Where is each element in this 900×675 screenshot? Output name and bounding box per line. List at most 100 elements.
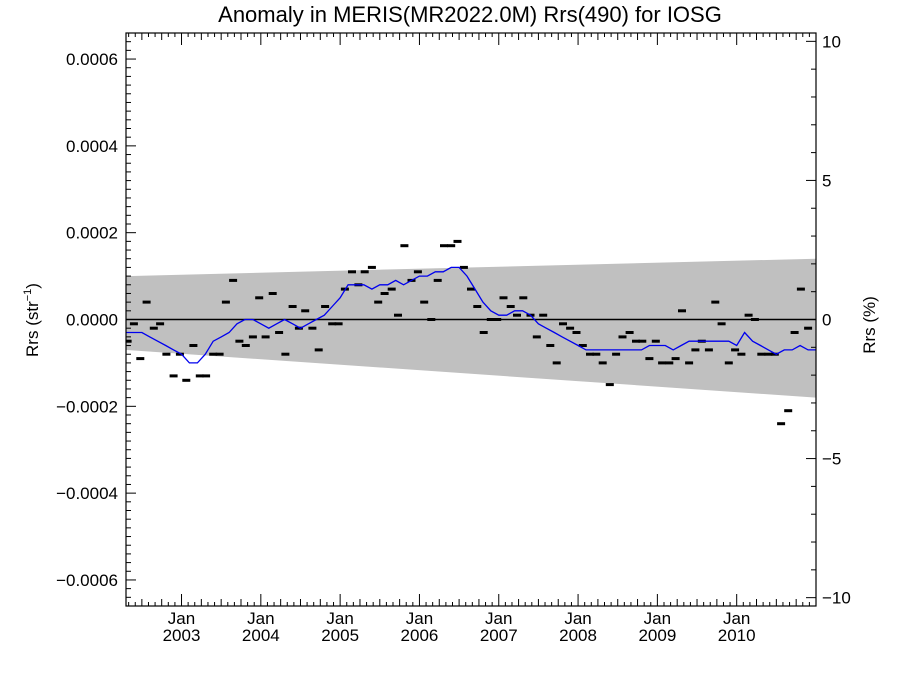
data-point <box>731 348 740 352</box>
data-point <box>770 352 779 356</box>
data-point <box>592 352 601 356</box>
data-point <box>632 339 640 343</box>
data-point <box>638 339 647 343</box>
data-point <box>473 305 482 308</box>
data-point <box>618 335 627 339</box>
right-tick-label: −5 <box>822 450 841 469</box>
data-point <box>126 339 132 343</box>
x-tick-label-year: 2008 <box>559 626 597 645</box>
data-point <box>691 348 700 352</box>
x-tick-label-month: Jan <box>247 609 274 628</box>
data-point <box>380 292 389 295</box>
data-point <box>241 344 250 347</box>
data-point <box>447 244 456 248</box>
y-axis-left-label: Rrs (str−1) <box>22 283 42 357</box>
right-tick-label: 10 <box>822 32 841 51</box>
data-point <box>334 322 343 326</box>
data-point <box>136 357 145 361</box>
data-point <box>717 322 726 326</box>
data-point <box>519 296 528 300</box>
data-point <box>248 335 257 339</box>
data-point <box>651 339 660 343</box>
x-tick-label-month: Jan <box>723 609 750 628</box>
x-tick-label-month: Jan <box>406 609 433 628</box>
data-point <box>704 348 713 352</box>
data-point <box>658 361 667 365</box>
x-tick-label-month: Jan <box>485 609 512 628</box>
data-point <box>367 265 376 269</box>
data-point <box>479 331 488 334</box>
data-point <box>221 300 230 304</box>
data-point <box>559 322 567 326</box>
x-tick-label-year: 2007 <box>480 626 518 645</box>
data-point <box>413 270 422 274</box>
data-point <box>195 374 204 378</box>
x-tick-label-month: Jan <box>326 609 353 628</box>
data-point <box>321 305 330 308</box>
x-tick-label-year: 2010 <box>718 626 756 645</box>
y-axis-right-label: Rrs (%) <box>860 296 879 354</box>
data-point <box>394 313 402 317</box>
right-tick-label: −10 <box>822 589 851 608</box>
data-point <box>156 322 165 326</box>
left-tick-label: −0.0006 <box>56 571 118 590</box>
data-point <box>301 309 310 313</box>
data-point <box>374 300 383 304</box>
data-point <box>546 344 555 347</box>
data-point <box>182 378 191 382</box>
data-point <box>169 374 178 378</box>
data-point <box>790 331 799 334</box>
data-point <box>281 352 290 356</box>
data-point <box>288 305 297 308</box>
x-tick-label-year: 2009 <box>638 626 676 645</box>
data-point <box>308 326 317 330</box>
uncertainty-band <box>126 258 816 398</box>
data-point <box>486 318 495 321</box>
data-point <box>467 287 475 291</box>
data-point <box>328 322 337 326</box>
data-point <box>678 309 686 313</box>
plot-area: 0.0006 0.0004 0.0002 0.0000 −0.0002 −0.0004 −0… <box>56 32 851 645</box>
data-point <box>777 422 786 426</box>
data-point <box>235 339 244 343</box>
data-point <box>294 326 303 330</box>
data-point <box>427 318 436 321</box>
chart-title: Anomaly in MERIS(MR2022.0M) Rrs(490) for… <box>218 2 722 27</box>
data-point <box>453 239 462 243</box>
data-point <box>499 296 508 300</box>
data-point <box>129 322 138 326</box>
data-point <box>493 318 502 321</box>
data-point <box>645 357 654 361</box>
data-point <box>433 278 442 282</box>
data-point <box>566 326 575 330</box>
data-point <box>400 244 409 248</box>
data-point <box>142 300 151 304</box>
data-point <box>744 313 753 317</box>
data-point <box>598 361 607 365</box>
data-point <box>175 352 184 356</box>
data-point <box>459 265 468 269</box>
data-point <box>314 348 323 352</box>
data-point <box>586 352 594 356</box>
data-point <box>605 383 614 387</box>
data-point <box>387 287 396 291</box>
x-tick-label-year: 2005 <box>321 626 359 645</box>
left-tick-label: 0.0002 <box>66 224 118 243</box>
data-point <box>612 352 621 356</box>
data-point <box>215 352 224 356</box>
x-tick-label-year: 2003 <box>163 626 201 645</box>
left-tick-label: −0.0004 <box>56 484 118 503</box>
data-point <box>572 331 581 334</box>
data-point <box>261 335 270 339</box>
left-tick-label: 0.0000 <box>66 311 118 330</box>
data-point <box>348 270 356 274</box>
x-tick-label-month: Jan <box>644 609 671 628</box>
data-point <box>724 361 733 365</box>
data-point <box>539 313 548 317</box>
data-point <box>796 287 805 291</box>
data-point <box>665 361 674 365</box>
data-point <box>229 278 238 282</box>
data-point <box>757 352 766 356</box>
right-tick-label: 5 <box>822 171 831 190</box>
